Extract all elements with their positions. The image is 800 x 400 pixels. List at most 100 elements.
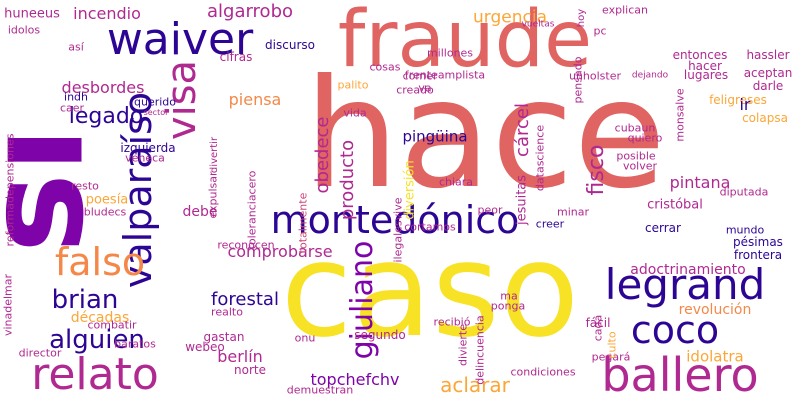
word: diversión (402, 160, 418, 220)
word: vinadelmar (1, 273, 15, 337)
word: hoy (576, 8, 587, 28)
word: pintana (669, 173, 731, 192)
word: algarrobo (206, 1, 294, 22)
word: producto (337, 139, 358, 221)
word: feligreses (709, 93, 767, 107)
word: creer (535, 217, 565, 231)
word: norte (234, 363, 266, 377)
word: ilegalesvive (391, 197, 405, 263)
word: sector (143, 108, 169, 117)
word: dejando (631, 70, 669, 81)
word: ir (739, 95, 751, 114)
word: poesía (85, 192, 129, 208)
word: legado (68, 104, 144, 129)
word: creado (396, 83, 434, 97)
word: bludecs (83, 205, 127, 219)
word: urgencia (473, 7, 547, 28)
word: izquierda (120, 141, 176, 155)
word: hacer (688, 59, 722, 73)
word: va (418, 81, 432, 95)
word: webeo (185, 340, 225, 354)
word: pc (593, 24, 607, 38)
word: divierte (456, 324, 470, 366)
word: idolos (7, 23, 41, 37)
word: jesuitas (514, 174, 530, 226)
word: caer (59, 101, 85, 115)
word: chiara (438, 175, 474, 189)
word: demuestran (286, 383, 354, 397)
word: ballero (601, 348, 759, 400)
word: toleranciacero (245, 170, 259, 250)
word: realto (211, 305, 243, 319)
word: fraude (337, 0, 593, 85)
word: palito (337, 78, 369, 92)
word: fisco (584, 144, 609, 196)
word: obedece (312, 116, 333, 194)
word: combatir (87, 318, 137, 332)
word: revolución (678, 302, 752, 318)
word: baratos (114, 337, 156, 351)
word: frontera (733, 248, 783, 262)
word: unholster (568, 69, 622, 83)
word: delincuencia (473, 315, 487, 385)
word: pingüina (402, 127, 468, 146)
word: quiero (627, 131, 663, 145)
word: idolatra (686, 347, 744, 366)
word: caso (280, 214, 580, 366)
word: cárcel (512, 103, 533, 157)
word: reconocen (217, 238, 275, 252)
word: lugares (683, 68, 729, 82)
word: así (68, 40, 84, 54)
word: pegará (591, 350, 631, 364)
word: décadas (70, 310, 130, 326)
word: desbordes (61, 78, 145, 97)
word: posible (616, 149, 656, 163)
word: cristóbal (647, 197, 703, 213)
word: segundo (354, 328, 406, 342)
word: vueltas (521, 19, 555, 30)
word: piensa (228, 90, 282, 109)
word: divertir (209, 136, 220, 174)
word: volver (622, 159, 658, 173)
word: cifras (219, 50, 253, 64)
word: waiver (106, 14, 254, 65)
word: minar (556, 205, 590, 219)
word: totalmente (296, 192, 310, 254)
word: condiciones (510, 365, 576, 379)
word: brian (51, 285, 119, 315)
word: fácil (585, 316, 611, 330)
word: forestal (211, 289, 279, 310)
word: ponga (490, 299, 526, 313)
word: comprobarse (227, 242, 333, 261)
word: discurso (265, 38, 315, 52)
word: mundo (725, 223, 765, 237)
word: vida (343, 106, 367, 120)
word: pensado (571, 56, 585, 104)
word: datascience (533, 124, 547, 192)
word: indh (64, 90, 88, 104)
word: cosas (369, 60, 401, 74)
word: montedónico (270, 198, 520, 242)
word: hace (304, 48, 666, 222)
word: cerrar (645, 221, 681, 235)
word: onu (294, 331, 316, 345)
word: alguien (49, 325, 145, 355)
word: director (18, 346, 62, 360)
word: relato (31, 349, 159, 400)
word: incendio (73, 4, 141, 23)
word: entonces (672, 48, 728, 62)
word: cada (591, 314, 605, 342)
word: aceptan (743, 66, 793, 80)
word: ma (500, 289, 518, 303)
word: resto (71, 179, 99, 193)
word: hassler (746, 48, 790, 62)
word: pésimas (733, 235, 783, 249)
word: veneca (125, 151, 165, 165)
word: aclarar (440, 373, 510, 397)
word: cubaun (614, 121, 656, 135)
word: legrand (604, 260, 766, 309)
word: recibió (433, 315, 471, 329)
word: frenteamplista (404, 68, 486, 82)
word: querido (133, 95, 177, 109)
